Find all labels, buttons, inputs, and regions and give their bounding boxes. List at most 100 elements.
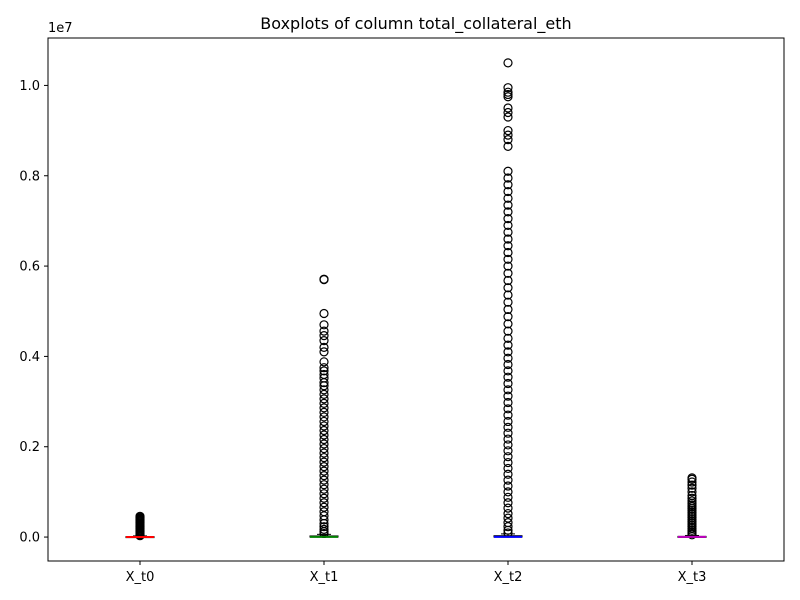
- outlier-point: [319, 475, 329, 485]
- outlier-point: [319, 524, 329, 534]
- x-axis: X_t0 X_t1 X_t2 X_t3: [126, 561, 707, 585]
- box-group-x-t3: [677, 473, 707, 540]
- outlier-point: [503, 452, 513, 462]
- outlier-point: [503, 498, 513, 508]
- outlier-point: [503, 173, 513, 183]
- outlier-point: [503, 135, 513, 145]
- outlier-point: [503, 481, 513, 491]
- outlier-point: [135, 511, 145, 521]
- outlier-point: [319, 489, 329, 499]
- outlier-point: [503, 304, 513, 315]
- outlier-point: [503, 125, 513, 136]
- outlier-point: [503, 366, 513, 376]
- outlier-point: [687, 496, 697, 506]
- axes-frame: [47, 37, 785, 562]
- outlier-point: [503, 268, 513, 278]
- outlier-point: [503, 254, 513, 264]
- outlier-point: [503, 207, 513, 217]
- outlier-point: [319, 480, 329, 490]
- outlier-point: [503, 312, 513, 322]
- outlier-point: [503, 283, 513, 293]
- outlier-point: [319, 502, 329, 512]
- outlier-point: [503, 457, 513, 468]
- outlier-point: [319, 326, 329, 336]
- outlier-point: [503, 422, 513, 432]
- outlier-point: [503, 469, 513, 479]
- outlier-point: [503, 319, 513, 329]
- outlier-point: [319, 493, 329, 503]
- outlier-point: [503, 83, 513, 93]
- y-tick-label: 0.4: [19, 350, 40, 365]
- x-tick-label: X_t3: [678, 570, 707, 585]
- outlier-point: [319, 331, 329, 341]
- outlier-point: [319, 398, 329, 408]
- outlier-point: [503, 340, 513, 350]
- outlier-point: [319, 412, 329, 422]
- y-tick-label: 1.0: [19, 79, 40, 94]
- x-tick-label: X_t2: [494, 570, 523, 585]
- outlier-point: [503, 275, 513, 286]
- outlier-point: [503, 397, 513, 408]
- outlier-point: [319, 373, 329, 383]
- outlier-point: [503, 347, 513, 357]
- chart-title: Boxplots of column total_collateral_eth: [260, 14, 571, 34]
- outlier-point: [503, 107, 513, 118]
- outlier-point: [319, 320, 329, 330]
- box-group-x-t1: [309, 274, 339, 539]
- outlier-point: [319, 448, 329, 458]
- outlier-point: [319, 347, 329, 357]
- outlier-point: [503, 297, 513, 307]
- outlier-point: [319, 443, 329, 454]
- outlier-point: [503, 261, 513, 271]
- outlier-point: [503, 404, 513, 414]
- outlier-point: [503, 58, 513, 68]
- outlier-point: [503, 372, 513, 382]
- outlier-point: [503, 503, 513, 513]
- outlier-point: [319, 425, 329, 436]
- outlier-point: [687, 493, 697, 503]
- outlier-point: [503, 214, 513, 224]
- outlier-point: [687, 483, 697, 493]
- box-group-x-t2: [493, 58, 523, 538]
- outlier-point: [503, 446, 513, 456]
- outlier-point: [503, 227, 513, 237]
- outlier-point: [319, 308, 329, 319]
- outlier-point: [687, 490, 697, 501]
- outlier-point: [687, 477, 697, 487]
- plot-area: [125, 58, 707, 541]
- outlier-point: [503, 508, 513, 519]
- y-tick-label: 0.0: [19, 531, 40, 546]
- outlier-point: [319, 363, 329, 373]
- outlier-point: [503, 463, 513, 474]
- outlier-point: [319, 430, 329, 440]
- outlier-point: [319, 522, 329, 532]
- outlier-point: [319, 342, 329, 352]
- outlier-point: [319, 416, 329, 427]
- outlier-point: [319, 457, 329, 467]
- outlier-point: [503, 241, 513, 251]
- outlier-point: [503, 130, 513, 140]
- outlier-point: [503, 513, 513, 523]
- outlier-point: [503, 518, 513, 528]
- outlier-point: [503, 359, 513, 370]
- outlier-point: [503, 141, 513, 151]
- outlier-point: [319, 439, 329, 449]
- outlier-point: [503, 186, 513, 197]
- outlier-point: [319, 385, 329, 395]
- outlier-point: [503, 428, 513, 438]
- outlier-point: [319, 498, 329, 508]
- y-tick-label: 0.6: [19, 260, 40, 275]
- outlier-point: [319, 274, 329, 284]
- outlier-point: [319, 407, 329, 418]
- outlier-point: [319, 471, 329, 481]
- outlier-point: [503, 475, 513, 485]
- outlier-point: [503, 378, 513, 389]
- outlier-point: [319, 369, 329, 380]
- outlier-point: [503, 333, 513, 343]
- outlier-point: [319, 462, 329, 472]
- outlier-point: [503, 87, 513, 97]
- outlier-point: [503, 385, 513, 395]
- y-tick-label: 0.2: [19, 440, 40, 455]
- outlier-point: [319, 335, 329, 346]
